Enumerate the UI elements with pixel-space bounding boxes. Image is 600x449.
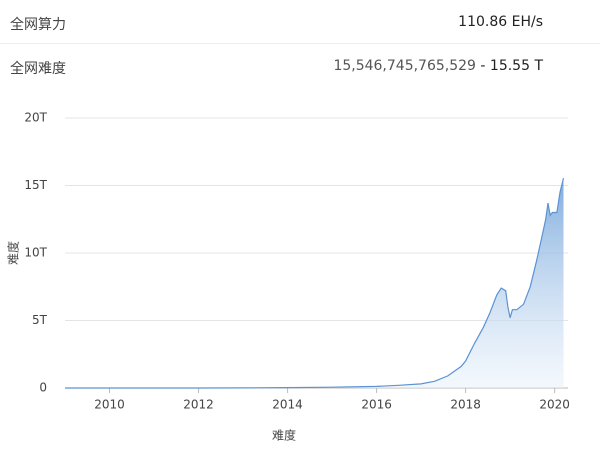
x-tick-label: 2018 xyxy=(450,398,481,412)
x-tick-label: 2020 xyxy=(539,398,570,412)
stat-label: 全网难度 xyxy=(10,61,66,77)
x-tick-label: 2012 xyxy=(183,398,214,412)
stat-value: 110.86 EH/s xyxy=(458,14,543,30)
x-tick-label: 2014 xyxy=(272,398,303,412)
y-axis-label: 难度 xyxy=(6,241,21,265)
stat-full: 15,546,745,765,529 xyxy=(333,58,476,74)
separator xyxy=(0,43,600,44)
y-tick-label: 20T xyxy=(24,111,47,125)
stat-row: 全网算力 110.86 EH/s xyxy=(0,2,600,42)
stat-value: 15,546,745,765,529 - 15.55 T xyxy=(333,58,543,74)
area xyxy=(65,178,564,388)
x-tick-label: 2016 xyxy=(361,398,392,412)
y-tick-label: 15T xyxy=(24,178,47,192)
stat-row: 全网难度 15,546,745,765,529 - 15.55 T xyxy=(0,46,600,86)
y-tick-label: 0 xyxy=(39,381,47,395)
line xyxy=(65,177,565,389)
y-tick-label: 5T xyxy=(32,313,48,327)
y-tick-label: 10T xyxy=(24,246,47,260)
x-tick-label: 2010 xyxy=(94,398,125,412)
stat-short: - 15.55 T xyxy=(480,58,543,74)
stat-label: 全网算力 xyxy=(10,17,66,33)
x-axis-label: 难度 xyxy=(272,428,296,443)
